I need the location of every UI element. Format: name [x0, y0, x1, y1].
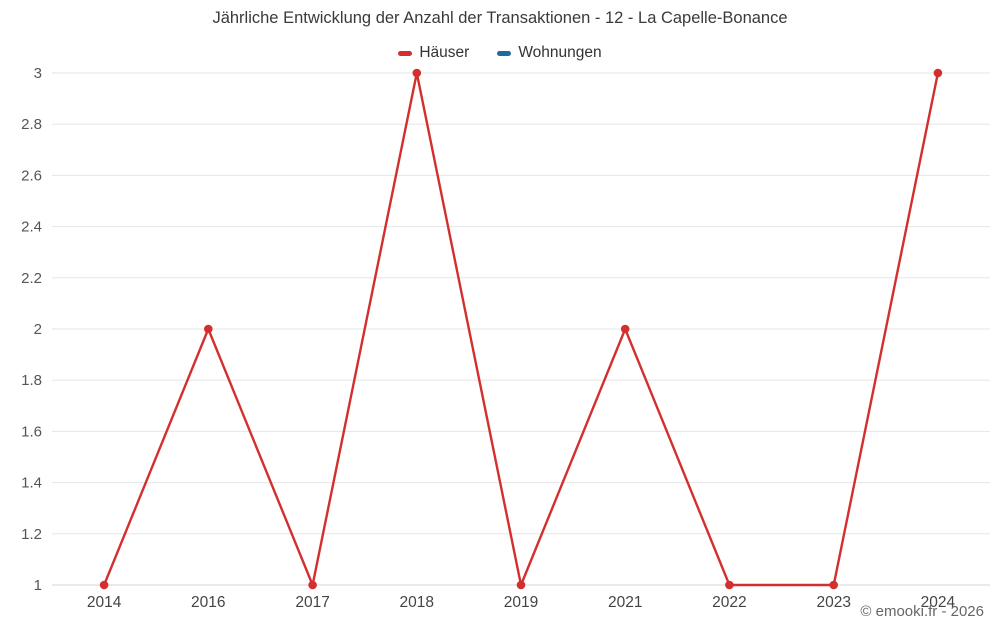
haeuser-series-marker-icon: [398, 50, 413, 56]
copyright-credits[interactable]: © emooki.fr - 2026: [860, 603, 984, 620]
y-tick-label: 1.2: [21, 526, 42, 543]
y-tick-label: 3: [34, 65, 42, 82]
y-tick-label: 2.2: [21, 270, 42, 287]
legend-label-wohnungen: Wohnungen: [518, 44, 602, 61]
x-tick-label: 2016: [191, 594, 225, 611]
data-point-marker[interactable]: [829, 580, 838, 590]
data-point-marker[interactable]: [308, 580, 317, 590]
x-tick-label: 2018: [400, 594, 434, 611]
y-tick-label: 1.6: [21, 423, 42, 440]
x-tick-label: 2017: [295, 594, 329, 611]
legend: Häuser Wohnungen: [0, 44, 1000, 62]
x-tick-label: 2019: [504, 594, 538, 611]
wohnungen-series-marker-icon: [497, 50, 512, 56]
data-point-marker[interactable]: [516, 580, 526, 590]
chart-title: Jährliche Entwicklung der Anzahl der Tra…: [212, 9, 788, 27]
y-tick-label: 2.8: [21, 116, 42, 133]
legend-item-haeuser[interactable]: Häuser: [398, 44, 469, 62]
data-point-marker[interactable]: [933, 68, 943, 78]
x-tick-label: 2014: [87, 594, 122, 611]
data-point-marker[interactable]: [204, 324, 213, 334]
x-tick-label: 2021: [608, 594, 642, 611]
y-tick-label: 2: [34, 321, 42, 338]
data-point-marker[interactable]: [725, 580, 734, 590]
data-point-marker[interactable]: [99, 580, 109, 590]
y-tick-label: 2.4: [21, 219, 42, 236]
y-tick-label: 1: [34, 577, 42, 594]
legend-item-wohnungen[interactable]: Wohnungen: [497, 44, 602, 62]
data-point-marker[interactable]: [620, 324, 630, 334]
legend-label-haeuser: Häuser: [419, 44, 470, 61]
data-point-marker[interactable]: [412, 68, 422, 78]
y-tick-label: 2.6: [21, 167, 42, 184]
y-tick-label: 1.4: [21, 475, 42, 492]
x-tick-label: 2023: [816, 594, 850, 611]
x-tick-label: 2024: [921, 594, 956, 611]
y-tick-label: 1.8: [21, 372, 42, 389]
x-tick-label: 2022: [712, 594, 746, 611]
